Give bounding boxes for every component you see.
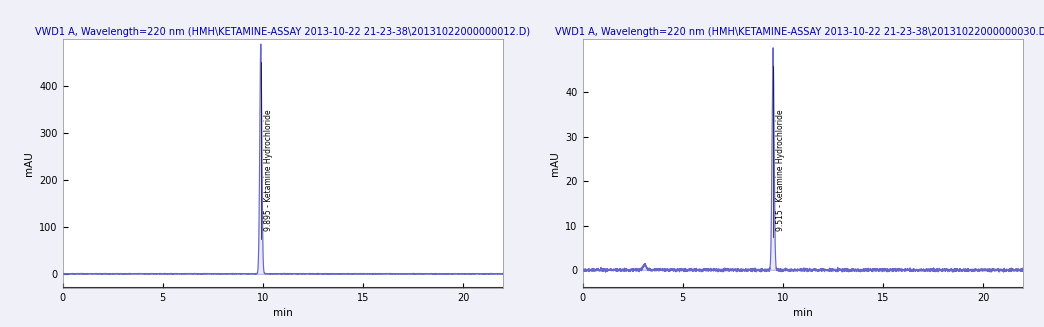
Y-axis label: mAU: mAU [550,151,560,176]
Y-axis label: mAU: mAU [24,151,33,176]
X-axis label: min: min [793,308,812,318]
Title: VWD1 A, Wavelength=220 nm (HMH\KETAMINE-ASSAY 2013-10-22 21-23-38\20131022000000: VWD1 A, Wavelength=220 nm (HMH\KETAMINE-… [35,27,530,37]
Text: 9.895 - Ketamine Hydrochloride: 9.895 - Ketamine Hydrochloride [264,110,272,231]
Title: VWD1 A, Wavelength=220 nm (HMH\KETAMINE-ASSAY 2013-10-22 21-23-38\20131022000000: VWD1 A, Wavelength=220 nm (HMH\KETAMINE-… [555,27,1044,37]
Text: 9.515 - Ketamine Hydrochloride: 9.515 - Ketamine Hydrochloride [776,109,785,231]
X-axis label: min: min [274,308,292,318]
